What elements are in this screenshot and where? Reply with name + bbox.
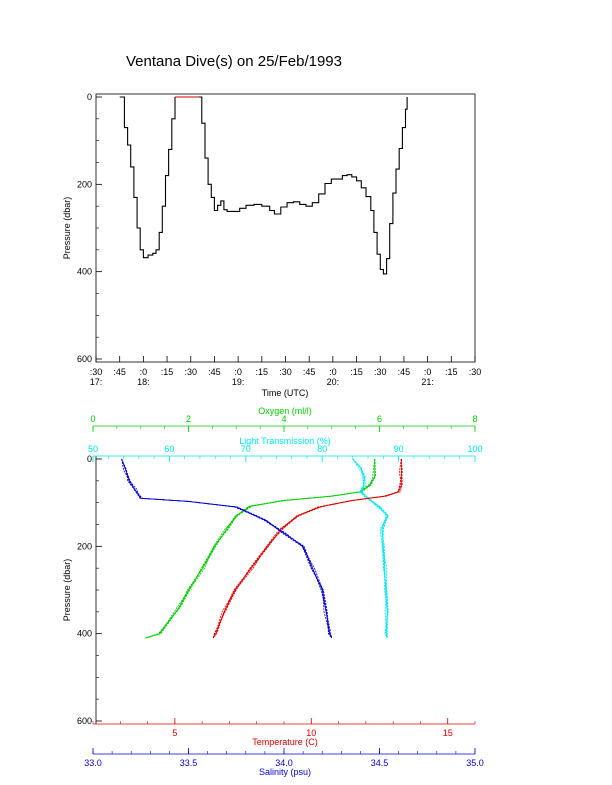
salinity-profile-line (121, 458, 333, 639)
top-x-tick-label: :30 (279, 367, 292, 377)
bottom-y-axis-label: Pressure (dbar) (62, 559, 72, 622)
top-x-hour-label: 17: (90, 377, 103, 387)
temperature-profile-line (212, 458, 403, 639)
oxygen-tick-label: 4 (281, 414, 286, 424)
oxygen-tick-label: 6 (377, 414, 382, 424)
top-x-axis-label: Time (UTC) (262, 388, 309, 398)
top-x-hour-label: 21: (421, 377, 434, 387)
top-x-hour-label: 18: (137, 377, 150, 387)
profiles-panel: 0 200 400 600 0 2 4 6 8 50 60 70 80 90 100 5 10 15 33.… (62, 406, 484, 777)
dive-track-line (198, 96, 408, 275)
salinity-profile-line (121, 458, 333, 639)
light-tick-label: 50 (88, 444, 98, 454)
salinity-tick-label: 33.5 (180, 758, 198, 768)
temperature-profile-line (212, 459, 402, 639)
dive-track-line (119, 96, 176, 259)
top-x-tick-label: :45 (113, 367, 126, 377)
light-profile-line (352, 458, 390, 639)
oxygen-axis: 0 2 4 6 8 (90, 414, 478, 432)
oxygen-profile-line (145, 458, 376, 639)
temperature-tick-label: 10 (306, 728, 316, 738)
bottom-y-tick-label: 200 (77, 541, 92, 551)
bottom-y-tick-label: 600 (77, 716, 92, 726)
top-y-axis-label: Pressure (dbar) (62, 197, 72, 260)
top-x-tick-label: :30 (374, 367, 387, 377)
salinity-axis-label: Salinity (psu) (259, 767, 311, 777)
oxygen-axis-label: Oxygen (ml/l) (258, 406, 312, 416)
oxygen-profile-line (145, 458, 376, 639)
light-tick-label: 90 (394, 444, 404, 454)
top-x-tick-label: :15 (161, 367, 174, 377)
temperature-tick-label: 5 (172, 728, 177, 738)
temperature-axis-label: Temperature (C) (252, 737, 318, 747)
temperature-axis: 5 10 15 (92, 718, 476, 738)
top-x-tick-label: :45 (208, 367, 221, 377)
light-profile-line (352, 458, 389, 639)
light-transmission-axis: 50 60 70 80 90 100 (88, 444, 483, 462)
oxygen-profile-line (145, 458, 377, 639)
top-x-tick-label: :30 (469, 367, 482, 377)
top-x-hour-label: 20: (327, 377, 340, 387)
top-x-tick-label: :45 (303, 367, 316, 377)
oxygen-tick-label: 8 (472, 414, 477, 424)
light-tick-label: 70 (241, 444, 251, 454)
bottom-y-tick-label: 0 (87, 454, 92, 464)
top-y-tick-label: 200 (77, 179, 92, 189)
light-tick-label: 60 (164, 444, 174, 454)
top-y-axis: 0 200 400 600 (77, 92, 102, 364)
temperature-profile-line (212, 458, 403, 639)
oxygen-profile-line (145, 458, 376, 639)
light-profile-line (352, 458, 389, 639)
top-x-hour-label: 19: (232, 377, 245, 387)
bottom-y-axis: 0 200 400 600 (77, 454, 102, 726)
dive-track-series (119, 96, 408, 275)
oxygen-tick-label: 2 (186, 414, 191, 424)
salinity-tick-label: 34.0 (275, 758, 293, 768)
top-x-tick-label: :0 (234, 367, 242, 377)
top-x-tick-label: :15 (445, 367, 458, 377)
top-x-tick-label: :0 (140, 367, 148, 377)
top-x-tick-label: :30 (90, 367, 103, 377)
temperature-profile-line (212, 458, 403, 639)
profile-series (121, 458, 403, 639)
bottom-y-tick-label: 400 (77, 629, 92, 639)
salinity-profile-line (121, 458, 333, 639)
salinity-profile-line (121, 458, 333, 639)
page-title: Ventana Dive(s) on 25/Feb/1993 (126, 53, 342, 70)
temperature-profile-line (212, 458, 403, 639)
light-tick-label: 80 (317, 444, 327, 454)
top-x-tick-label: :0 (424, 367, 432, 377)
oxygen-profile-line (145, 459, 376, 639)
top-y-tick-label: 600 (77, 354, 92, 364)
salinity-profile-line (121, 458, 333, 639)
top-y-tick-label: 0 (87, 92, 92, 102)
salinity-axis: 33.0 33.5 34.0 34.5 35.0 (84, 748, 484, 768)
top-x-tick-label: :45 (398, 367, 411, 377)
light-transmission-axis-label: Light Transmission (%) (239, 436, 331, 446)
bottom-plot-area (96, 456, 475, 724)
oxygen-tick-label: 0 (90, 414, 95, 424)
salinity-tick-label: 34.5 (371, 758, 389, 768)
top-y-tick-label: 400 (77, 267, 92, 277)
top-x-tick-label: :30 (184, 367, 197, 377)
light-profile-line (352, 458, 389, 639)
top-x-axis: :30 :45 :0 :15 :30 :45 :0 :15 :30 :45 :0 :15 :30 :45:… (90, 356, 482, 387)
salinity-tick-label: 33.0 (84, 758, 102, 768)
top-x-tick-label: :0 (329, 367, 337, 377)
salinity-tick-label: 35.0 (466, 758, 484, 768)
dive-track-panel: 0 200 400 600 :30 :45 :0 :15 :30 :45 :0 :15 :30 :45:… (62, 92, 481, 398)
light-tick-label: 100 (467, 444, 482, 454)
top-plot-frame (95, 93, 476, 363)
top-x-tick-label: :15 (350, 367, 363, 377)
top-x-tick-label: :15 (256, 367, 269, 377)
temperature-tick-label: 15 (443, 728, 453, 738)
